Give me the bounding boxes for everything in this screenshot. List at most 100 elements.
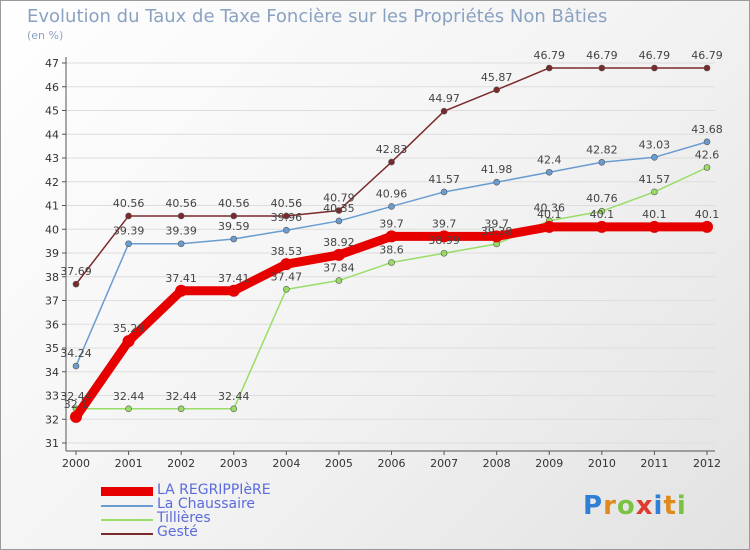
y-tick-label: 31 [45, 437, 59, 450]
x-tick-label: 2007 [430, 457, 458, 470]
data-point [545, 168, 553, 176]
x-tick-label: 2011 [640, 457, 668, 470]
data-point [227, 284, 240, 297]
data-point [598, 207, 606, 215]
data-label: 39.7 [432, 217, 457, 230]
x-tick-label: 2010 [588, 457, 616, 470]
proxiti-logo: Proxiti [583, 491, 687, 521]
data-point [280, 258, 293, 271]
data-label: 39.7 [484, 217, 509, 230]
y-tick-label: 47 [45, 57, 59, 70]
data-point [648, 220, 661, 233]
legend-swatch [101, 505, 153, 507]
data-label: 43.03 [639, 138, 671, 151]
x-tick-label: 2001 [115, 457, 143, 470]
logo-letter: t [663, 491, 677, 521]
data-point [125, 240, 132, 248]
data-label: 44.97 [428, 92, 460, 105]
y-tick-label: 36 [45, 318, 59, 331]
y-tick-label: 38 [45, 271, 59, 284]
data-label: 37.47 [271, 270, 303, 283]
data-point [335, 207, 343, 214]
data-point [125, 405, 132, 413]
data-point [283, 286, 290, 293]
data-label: 40.1 [537, 208, 562, 221]
x-tick-label: 2008 [483, 457, 511, 470]
y-tick-label: 45 [45, 105, 59, 118]
data-point [385, 230, 398, 243]
data-point [493, 86, 500, 94]
data-label: 40.56 [165, 197, 197, 210]
data-label: 40.1 [590, 208, 615, 221]
data-label: 32.1 [64, 398, 89, 411]
data-label: 40.56 [218, 197, 250, 210]
data-label: 37.84 [323, 262, 355, 275]
data-label: 40.56 [113, 197, 145, 210]
data-label: 46.79 [691, 49, 723, 62]
data-point [122, 335, 135, 348]
x-tick-label: 2000 [62, 457, 90, 470]
data-point [703, 164, 711, 171]
data-label: 40.56 [271, 197, 303, 210]
y-tick-label: 42 [45, 176, 59, 189]
data-label: 46.79 [586, 49, 618, 62]
data-point [703, 64, 711, 72]
data-label: 38.99 [428, 234, 460, 247]
data-label: 39.96 [271, 211, 303, 224]
data-point [598, 158, 606, 166]
data-label: 42.4 [537, 153, 562, 166]
legend-label: Tillières [157, 510, 211, 526]
legend-label: LA REGRIPPIèRE [157, 482, 271, 498]
data-point [438, 230, 451, 243]
y-tick-label: 33 [45, 390, 59, 403]
y-tick-label: 41 [45, 200, 59, 213]
y-tick-label: 40 [45, 223, 59, 236]
data-label: 40.79 [323, 191, 355, 204]
data-point [651, 64, 658, 72]
data-label: 38.6 [379, 244, 404, 257]
y-axis-unit: (en %) [27, 29, 64, 42]
legend-label: Gesté [157, 524, 198, 540]
data-point [440, 249, 448, 257]
logo-letter: x [635, 491, 654, 521]
data-label: 46.79 [639, 49, 671, 62]
data-point [490, 230, 503, 243]
data-point [230, 212, 238, 220]
data-label: 35.29 [113, 322, 145, 335]
data-label: 40.35 [323, 202, 355, 215]
data-label: 40.76 [586, 192, 618, 205]
y-tick-label: 43 [45, 152, 59, 165]
data-point [388, 203, 395, 210]
data-point [177, 405, 185, 413]
data-point [543, 220, 556, 233]
data-label: 32.44 [60, 390, 92, 403]
y-tick-label: 39 [45, 247, 59, 260]
data-point [335, 277, 343, 284]
data-label: 34.24 [60, 347, 92, 360]
logo-letter: P [583, 491, 604, 521]
data-label: 39.39 [113, 225, 145, 238]
legend-swatch [101, 533, 153, 535]
data-label: 38.92 [323, 236, 355, 249]
data-point [335, 217, 343, 225]
x-tick-label: 2003 [220, 457, 248, 470]
logo-letter: o [616, 491, 636, 521]
data-point [598, 64, 606, 72]
data-label: 40.1 [642, 208, 667, 221]
data-label: 32.44 [165, 390, 197, 403]
data-point [595, 220, 608, 233]
data-point [125, 212, 132, 220]
legend-swatch [101, 487, 153, 496]
data-point [388, 259, 395, 266]
data-label: 42.6 [695, 149, 720, 162]
data-point [175, 284, 188, 297]
data-point [72, 280, 80, 288]
data-label: 39.38 [481, 225, 513, 238]
data-label: 42.82 [586, 143, 618, 156]
data-point [230, 235, 238, 243]
data-point [545, 64, 553, 72]
data-label: 45.87 [481, 71, 513, 84]
legend-label: La Chaussaire [157, 496, 256, 512]
chart-title: Evolution du Taux de Taxe Foncière sur l… [27, 6, 608, 27]
logo-letter: i [676, 491, 687, 521]
